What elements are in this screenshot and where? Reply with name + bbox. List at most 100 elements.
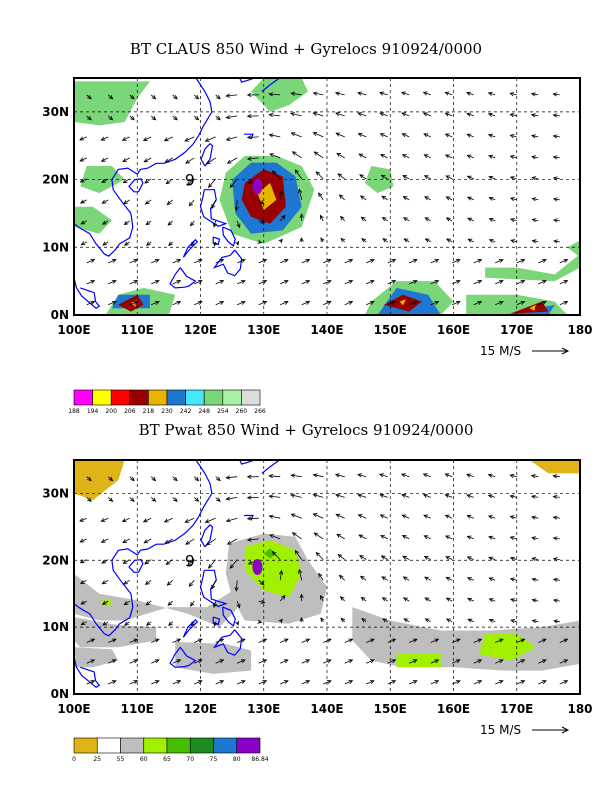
wind-arrowhead — [247, 560, 253, 565]
p2-ytick-label: 30N — [42, 486, 69, 500]
wind-arrow — [108, 638, 117, 643]
wind-arrowhead — [455, 680, 461, 684]
p1-colorbar-swatch — [241, 389, 261, 406]
wind-arrow — [313, 474, 324, 478]
wind-arrowhead — [466, 577, 472, 581]
wind-arrow — [402, 535, 410, 540]
wind-arrow — [167, 220, 173, 226]
wind-arrowhead — [186, 561, 192, 567]
wind-arrowhead — [166, 200, 172, 206]
wind-arrowhead — [194, 476, 200, 482]
wind-arrow — [185, 538, 195, 545]
wind-arrowhead — [444, 535, 450, 540]
wind-arrowhead — [166, 581, 172, 586]
wind-arrow — [445, 494, 453, 498]
p2-colorbar-swatch — [166, 737, 191, 754]
wind-arrow — [151, 659, 160, 664]
wind-arrow — [473, 680, 482, 685]
wind-arrowhead — [498, 280, 504, 284]
wind-arrowhead — [444, 133, 450, 138]
wind-arrow — [102, 600, 109, 605]
wind-arrowhead — [219, 638, 225, 643]
wind-arrowhead — [262, 680, 268, 684]
wind-arrowhead — [552, 577, 558, 582]
p1-colorbar-label: 200 — [105, 408, 117, 415]
wind-arrow — [237, 259, 246, 264]
wind-arrowhead — [488, 196, 494, 201]
wind-arrow — [190, 600, 195, 607]
wind-arrow — [145, 220, 152, 226]
wind-arrow — [402, 133, 410, 138]
wind-arrowhead — [87, 94, 92, 100]
wind-arrowhead — [361, 618, 366, 623]
wind-arrowhead — [278, 569, 284, 575]
wind-arrowhead — [326, 259, 332, 263]
wind-arrow — [188, 580, 195, 587]
wind-arrow — [510, 619, 517, 623]
wind-arrow — [445, 556, 453, 560]
wind-arrow — [323, 659, 332, 664]
wind-arrowhead — [509, 92, 515, 97]
p1-storm-label: 9 — [185, 171, 195, 190]
wind-arrow — [193, 94, 199, 100]
wind-arrowhead — [335, 493, 340, 498]
wind-arrowhead — [467, 598, 472, 602]
wind-arrowhead — [87, 476, 92, 482]
p1-coastline-11 — [261, 78, 281, 92]
wind-arrow — [323, 259, 332, 264]
wind-arrow — [150, 497, 156, 502]
wind-arrow — [559, 659, 568, 664]
wind-arrowhead — [246, 474, 252, 479]
wind-arrowhead — [488, 598, 494, 603]
wind-arrowhead — [488, 239, 494, 243]
wind-arrowhead — [167, 221, 173, 226]
wind-arrowhead — [520, 301, 526, 305]
wind-arrowhead — [101, 559, 107, 564]
p1-field-orange-3 — [399, 299, 407, 306]
wind-arrow — [425, 238, 431, 243]
wind-arrowhead — [247, 179, 253, 184]
wind-arrowhead — [234, 206, 239, 212]
wind-arrow — [387, 638, 396, 643]
wind-arrow — [187, 178, 195, 186]
wind-arrow — [80, 579, 87, 584]
wind-arrow — [423, 494, 431, 498]
wind-arrow — [172, 115, 178, 121]
wind-arrowhead — [283, 301, 289, 305]
wind-arrowhead — [319, 214, 324, 220]
p1-colorbar-label: 218 — [143, 408, 155, 415]
wind-arrow — [495, 659, 504, 664]
wind-arrowhead — [168, 241, 173, 247]
wind-arrowhead — [176, 280, 182, 284]
wind-arrowhead — [541, 259, 547, 263]
wind-arrow — [358, 534, 367, 540]
p1-gyre-marker — [252, 178, 263, 195]
wind-arrowhead — [185, 159, 190, 164]
wind-arrow — [86, 680, 95, 685]
wind-arrowhead — [216, 115, 221, 121]
wind-arrow — [215, 94, 221, 100]
p2-xtick-label: 170E — [500, 702, 533, 716]
wind-arrowhead — [530, 474, 536, 479]
wind-arrowhead — [283, 638, 289, 643]
p2-xtick-label: 120E — [184, 702, 217, 716]
wind-arrow — [258, 280, 267, 285]
wind-arrowhead — [381, 216, 387, 222]
p2-ref-vector-label: 15 M/S — [480, 723, 521, 737]
wind-arrowhead — [509, 134, 515, 139]
wind-arrow — [473, 301, 482, 306]
wind-arrow — [359, 555, 367, 560]
wind-arrowhead — [359, 174, 364, 179]
wind-arrowhead — [455, 638, 461, 643]
wind-arrowhead — [336, 152, 342, 157]
wind-arrow — [387, 659, 396, 664]
wind-arrowhead — [197, 301, 203, 305]
wind-arrow — [301, 301, 310, 306]
wind-arrowhead — [498, 259, 504, 263]
wind-arrow — [215, 476, 221, 481]
wind-arrow — [129, 497, 135, 502]
wind-arrow — [445, 92, 453, 96]
wind-arrow — [108, 301, 117, 306]
wind-arrow — [206, 157, 216, 165]
wind-arrow — [401, 473, 410, 478]
